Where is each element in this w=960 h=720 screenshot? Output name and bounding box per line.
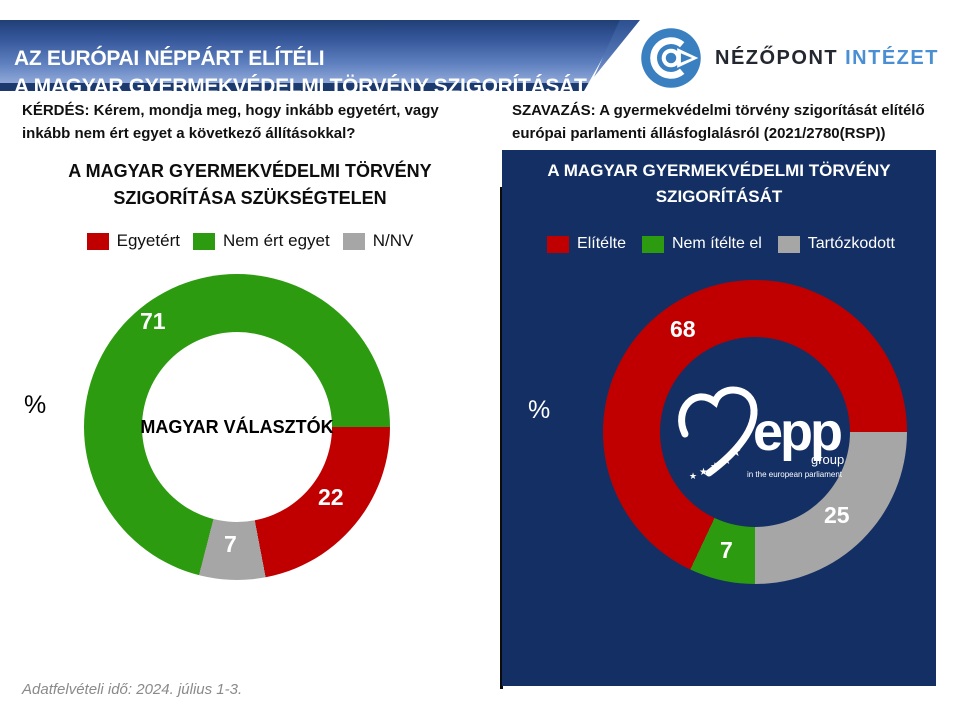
slice-value-egyetert: 22 (318, 484, 344, 510)
legend-label: Nem ítélte el (671, 235, 762, 252)
logo-text-blue: INTÉZET (845, 46, 939, 69)
right-donut-hole (660, 337, 850, 527)
banner-bottom-strip (0, 83, 624, 91)
legend-swatch-red (86, 232, 109, 250)
left-chart-title: A MAGYAR GYERMEKVÉDELMI TÖRVÉNY SZIGORÍT… (28, 158, 472, 212)
left-chart-legend: Egyetért Nem ért egyet N/NV (28, 231, 472, 251)
legend-item-tartozkodott: Tartózkodott (777, 235, 895, 253)
logo-text-dark: NÉZŐPONT (715, 46, 839, 69)
left-chart-title-line1: A MAGYAR GYERMEKVÉDELMI TÖRVÉNY (68, 161, 432, 181)
epp-wordmark: epp (753, 402, 841, 462)
page-title-line2: A MAGYAR GYERMEKVÉDELMI TÖRVÉNY SZIGORÍT… (14, 75, 587, 98)
page-title: AZ EURÓPAI NÉPPÁRT ELÍTÉLI A MAGYAR GYER… (14, 45, 587, 101)
left-unit-label: % (24, 391, 47, 419)
left-donut-chart (84, 274, 390, 580)
logo-wordmark: NÉZŐPONT INTÉZET (715, 47, 939, 70)
nezopont-logo: NÉZŐPONT INTÉZET (640, 26, 939, 90)
right-chart-title: A MAGYAR GYERMEKVÉDELMI TÖRVÉNY SZIGORÍT… (502, 158, 936, 211)
epp-star-icon: ★ (721, 453, 732, 467)
legend-item-nem-itelte-el: Nem ítélte el (641, 235, 762, 253)
legend-label: Nem ért egyet (222, 231, 330, 250)
slice-value-nem-itelte-el: 7 (720, 537, 733, 563)
right-donut-chart (603, 280, 907, 584)
left-chart-title-line2: SZIGORÍTÁSA SZÜKSÉGTELEN (113, 188, 387, 208)
right-chart-legend: Elítélte Nem ítélte el Tartózkodott (506, 235, 936, 253)
legend-item-egyetert: Egyetért (86, 231, 180, 251)
legend-item-nnv: N/NV (342, 231, 414, 251)
epp-sub2: in the european parliament (747, 469, 843, 479)
epp-star-icon: ★ (710, 461, 720, 473)
epp-star-icon: ★ (699, 467, 708, 478)
vote-description-text: SZAVAZÁS: A gyermekvédelmi törvény szigo… (512, 102, 925, 143)
epp-sub1: group (811, 452, 844, 467)
title-banner: AZ EURÓPAI NÉPPÁRT ELÍTÉLI A MAGYAR GYER… (0, 20, 624, 91)
right-unit-label: % (528, 396, 551, 424)
epp-star-icon: ★ (729, 443, 742, 459)
eye-icon (641, 28, 701, 88)
legend-swatch-gray (342, 232, 365, 250)
epp-star-icon: ★ (689, 471, 697, 481)
slice-value-tartozkodott: 25 (824, 502, 850, 528)
legend-swatch-red (547, 235, 570, 253)
panel-shadow-line (500, 187, 503, 689)
legend-swatch-green (641, 235, 664, 253)
epp-heart-icon (678, 386, 758, 477)
right-chart-title-line1: A MAGYAR GYERMEKVÉDELMI TÖRVÉNY (547, 161, 891, 180)
slice-value-nem-ert-egyet: 71 (140, 308, 166, 334)
legend-swatch-green (192, 232, 215, 250)
legend-label: Tartózkodott (807, 235, 895, 252)
right-chart-title-line2: SZIGORÍTÁSÁT (655, 187, 783, 207)
data-collection-date: Adatfelvételi idő: 2024. július 1-3. (22, 681, 243, 698)
legend-label: Elítélte (577, 235, 626, 252)
legend-item-elitelte: Elítélte (547, 235, 626, 253)
page-title-line1: AZ EURÓPAI NÉPPÁRT ELÍTÉLI (14, 47, 325, 70)
legend-label: N/NV (372, 231, 414, 250)
legend-swatch-gray (777, 235, 800, 253)
legend-item-nem-ert-egyet: Nem ért egyet (192, 231, 330, 251)
survey-question-text: KÉRDÉS: Kérem, mondja meg, hogy inkább e… (22, 102, 439, 143)
slice-value-elitelte: 68 (670, 316, 696, 342)
legend-label: Egyetért (116, 231, 180, 250)
epp-group-logo: ★ ★ ★ ★ ★ epp group in the european parl… (665, 380, 845, 485)
slice-value-nnv: 7 (224, 531, 237, 557)
left-donut-hole (142, 332, 332, 522)
banner-gradient (0, 20, 624, 83)
left-donut-center-label: MAGYAR VÁLASZTÓK (140, 417, 334, 437)
